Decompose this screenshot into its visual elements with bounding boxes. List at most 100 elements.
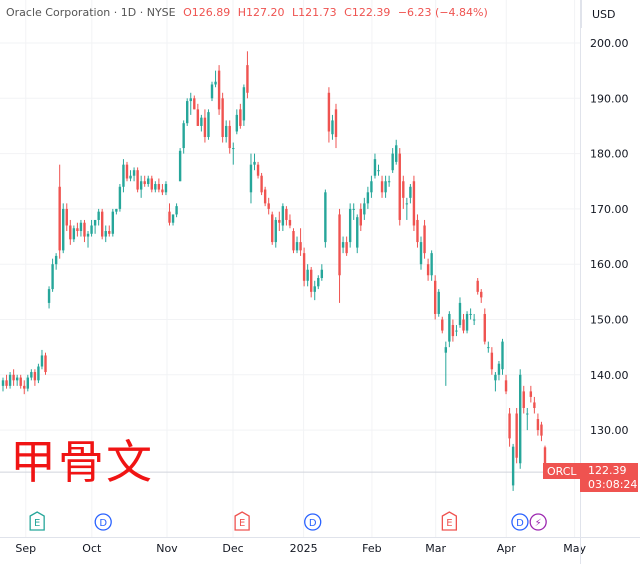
candle-body <box>122 164 125 187</box>
event-marker-lightning[interactable] <box>529 513 547 531</box>
candle-body <box>150 178 153 190</box>
candle-body <box>536 419 540 431</box>
candle-body <box>455 330 458 332</box>
candle-body <box>469 313 472 315</box>
candle-body <box>402 181 405 198</box>
event-marker-earnings[interactable] <box>29 511 45 531</box>
candle-body <box>125 164 129 179</box>
earnings-icon: E <box>239 518 245 529</box>
candle-body <box>501 341 504 370</box>
candle-body <box>356 217 359 248</box>
watermark: 甲骨文 <box>10 435 154 489</box>
y-tick-label: 170.00 <box>590 203 629 216</box>
candle-body <box>139 181 143 190</box>
candle-body <box>267 203 270 209</box>
candle-body <box>533 402 536 408</box>
candle-body <box>210 84 214 99</box>
candle-body <box>246 65 249 93</box>
candle-body <box>465 313 469 331</box>
candle-body <box>515 413 518 458</box>
candle-body <box>97 211 100 220</box>
candle-body <box>19 377 22 386</box>
candle-body <box>47 289 51 303</box>
candle-body <box>380 181 384 193</box>
candle-body <box>129 175 132 179</box>
event-marker-earnings[interactable] <box>234 511 250 531</box>
candle-body <box>327 92 331 132</box>
candle-body <box>214 81 217 85</box>
candle-body <box>494 374 497 381</box>
candle-body <box>348 208 352 243</box>
candle-body <box>15 377 19 381</box>
x-tick-label: Mar <box>425 542 446 555</box>
candle-body <box>217 70 221 110</box>
candle-body <box>115 208 118 212</box>
candle-body <box>224 125 228 138</box>
candle-body <box>136 170 139 190</box>
candle-body <box>271 214 274 243</box>
dividend-icon: D <box>516 518 524 529</box>
candle-body <box>324 192 327 243</box>
x-tick-label: Dec <box>222 542 243 555</box>
candle-body <box>249 164 253 193</box>
candle-body <box>242 87 246 121</box>
y-tick-label: 200.00 <box>590 37 629 50</box>
candle-body <box>373 159 377 176</box>
candle-body <box>306 269 309 281</box>
candle-body <box>278 219 281 223</box>
candle-body <box>235 114 239 132</box>
event-marker-earnings[interactable] <box>441 511 458 531</box>
candle-body <box>93 219 97 226</box>
candle-body <box>40 355 44 367</box>
price-tag: 122.39 03:08:24 <box>580 463 638 492</box>
candle-body <box>62 208 65 251</box>
legend-header: Oracle Corporation · 1D · NYSE O126.89 H… <box>6 6 488 19</box>
change-value: −6.23 (−4.84%) <box>397 6 488 19</box>
candle-body <box>203 117 207 138</box>
x-tick-label: Apr <box>497 542 517 555</box>
candle-body <box>12 374 15 381</box>
high-value: H127.20 <box>237 6 285 19</box>
candle-body <box>409 186 412 198</box>
candle-body <box>164 184 168 193</box>
candle-body <box>256 164 260 176</box>
candle-body <box>193 98 196 110</box>
candle-body <box>51 264 54 290</box>
candle-body <box>387 181 391 183</box>
candle-body <box>196 109 200 126</box>
symbol-name: Oracle Corporation · 1D · NYSE <box>6 6 176 19</box>
earnings-icon: E <box>34 518 40 529</box>
candle-body <box>384 181 387 193</box>
candle-body <box>58 186 61 251</box>
candle-body <box>497 363 501 375</box>
candle-body <box>416 219 419 243</box>
candle-body <box>232 148 235 150</box>
candle-body <box>26 377 29 389</box>
candle-body <box>33 372 37 381</box>
event-marker-dividend[interactable] <box>304 513 322 531</box>
candle-body <box>331 120 334 135</box>
open-value: O126.89 <box>183 6 231 19</box>
event-marker-dividend[interactable] <box>94 513 112 531</box>
dividend-icon: D <box>309 518 317 529</box>
candle-body <box>511 446 515 486</box>
x-tick-label: 2025 <box>290 542 318 555</box>
candle-body <box>228 125 231 149</box>
lightning-icon: ⚡ <box>535 518 542 529</box>
currency-button[interactable]: USD <box>581 0 640 28</box>
candle-body <box>1 380 5 386</box>
candle-body <box>423 225 426 254</box>
candle-body <box>54 255 58 265</box>
candle-body <box>391 153 394 171</box>
event-marker-dividend[interactable] <box>511 513 529 531</box>
candle-body <box>366 192 370 204</box>
candle-body <box>83 222 86 237</box>
candle-body <box>363 203 366 215</box>
candle-body <box>309 269 313 292</box>
candle-body <box>186 101 189 124</box>
candle-body <box>108 231 111 234</box>
candle-body <box>288 219 292 226</box>
x-tick-label: Oct <box>82 542 102 555</box>
candle-body <box>480 291 483 298</box>
candle-body <box>263 189 267 204</box>
